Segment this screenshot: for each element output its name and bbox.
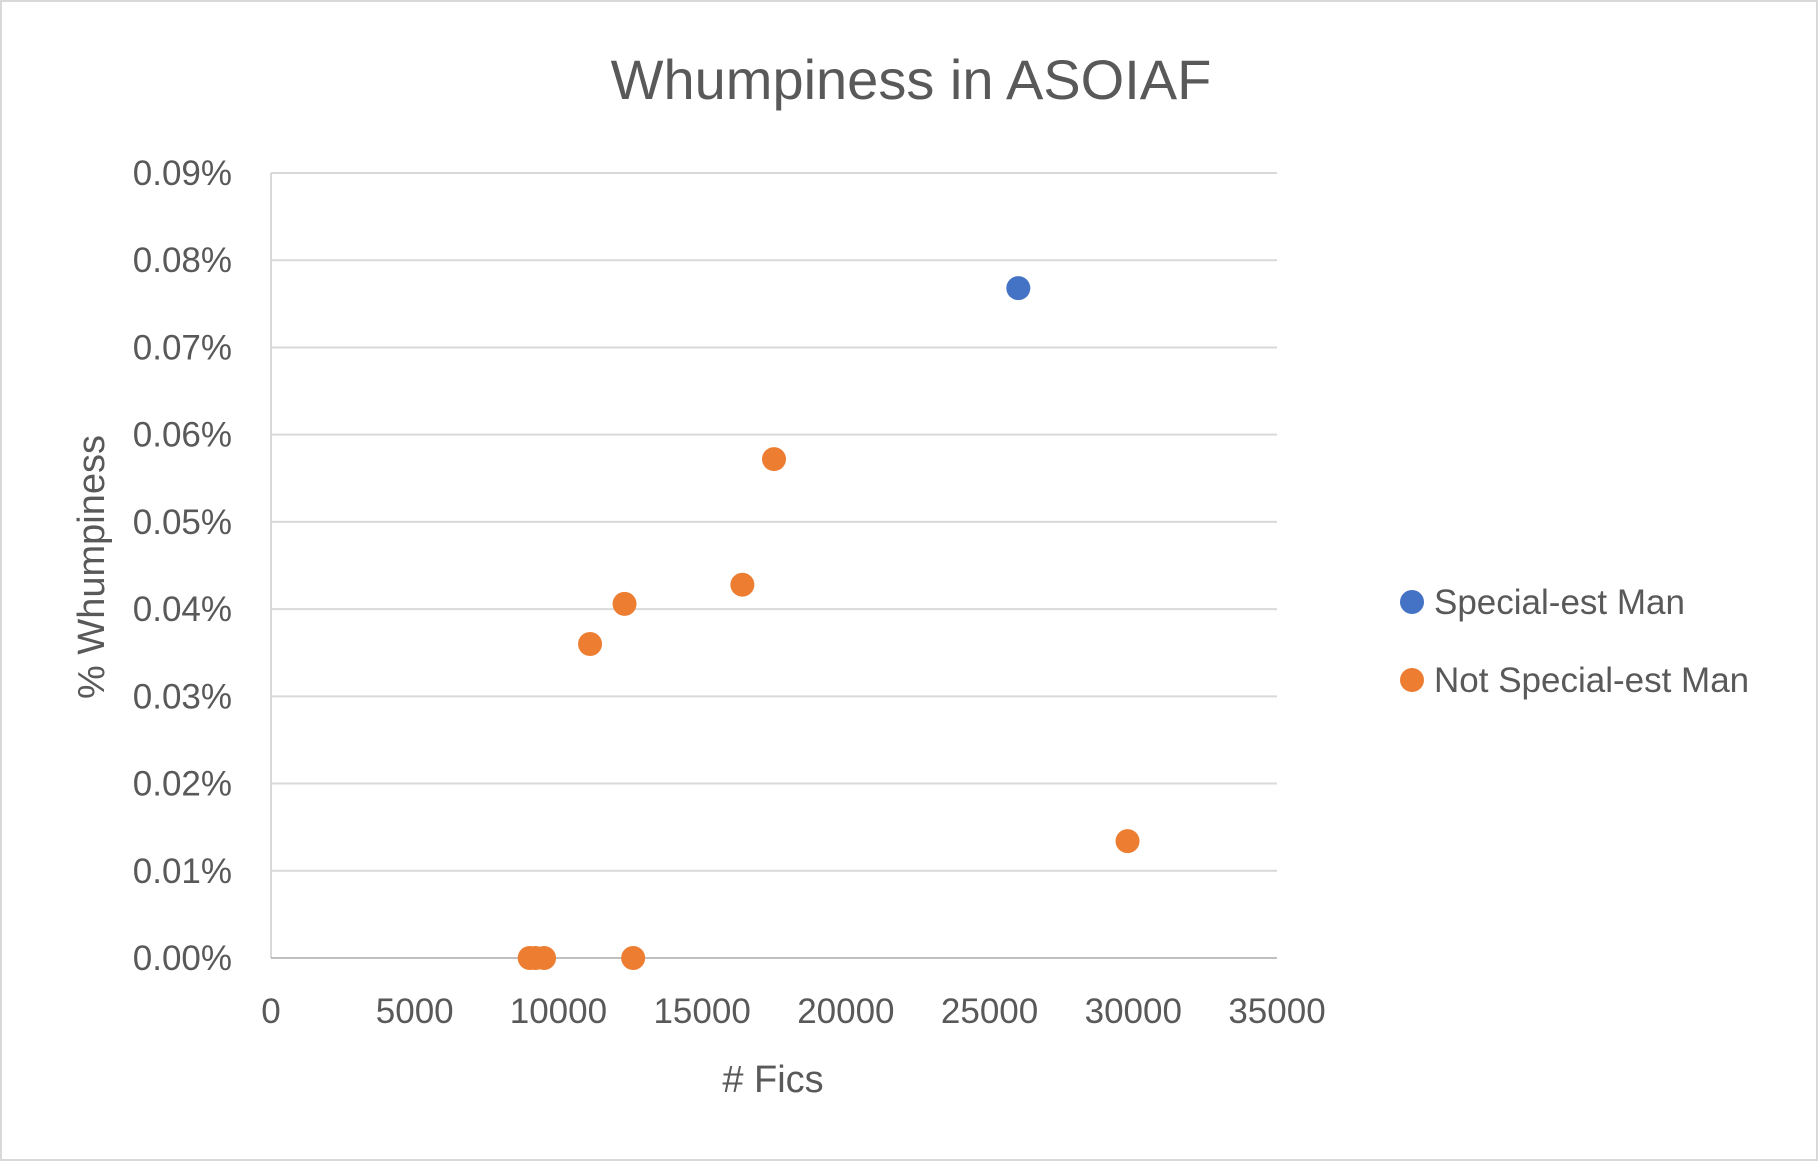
y-tick-label: 0.09% bbox=[133, 154, 232, 193]
x-tick-label: 5000 bbox=[376, 992, 454, 1031]
not-special-est-man-point bbox=[621, 946, 646, 970]
y-tick-label: 0.08% bbox=[133, 241, 232, 280]
x-tick-label: 0 bbox=[261, 992, 280, 1031]
axes bbox=[270, 173, 1277, 959]
not-special-est-man-point bbox=[532, 946, 557, 970]
x-tick-label: 35000 bbox=[1228, 992, 1325, 1031]
not-special-est-man-point bbox=[578, 632, 603, 656]
not-special-est-man-point bbox=[1115, 829, 1140, 854]
x-tick-label: 30000 bbox=[1085, 992, 1182, 1031]
x-axis-title: # Fics bbox=[722, 1059, 823, 1101]
y-tick-label: 0.06% bbox=[133, 416, 232, 455]
y-tick-label: 0.04% bbox=[133, 590, 232, 629]
y-tick-label: 0.00% bbox=[133, 939, 232, 978]
x-tick-label: 10000 bbox=[510, 992, 607, 1031]
y-tick-label: 0.07% bbox=[133, 328, 232, 367]
tick-labels: 0.00% 0.01% 0.02% 0.03% 0.04% 0.05% 0.06% 0.07%… bbox=[133, 154, 1326, 1031]
x-tick-label: 15000 bbox=[653, 992, 750, 1031]
not-special-est-man-point bbox=[612, 591, 637, 616]
legend-label: Not Special-est Man bbox=[1434, 661, 1749, 700]
legend-marker bbox=[1400, 668, 1424, 692]
chart-title: Whumpiness in ASOIAF bbox=[611, 48, 1212, 111]
legend-marker bbox=[1400, 590, 1424, 614]
legend: Special-est Man Not Special-est Man bbox=[1400, 583, 1749, 700]
not-special-est-man-point bbox=[762, 447, 786, 472]
x-tick-label: 25000 bbox=[941, 992, 1038, 1031]
legend-label: Special-est Man bbox=[1434, 583, 1685, 622]
not-special-est-man-point bbox=[730, 572, 755, 597]
y-tick-label: 0.01% bbox=[133, 852, 232, 891]
y-tick-label: 0.03% bbox=[133, 677, 232, 716]
data-points bbox=[517, 276, 1140, 970]
x-tick-label: 20000 bbox=[797, 992, 894, 1031]
gridlines bbox=[271, 172, 1277, 872]
y-tick-label: 0.02% bbox=[133, 765, 232, 804]
y-tick-label: 0.05% bbox=[133, 503, 232, 542]
special-est-man-point bbox=[1006, 276, 1031, 301]
y-axis-title: % Whumpiness bbox=[71, 435, 113, 699]
